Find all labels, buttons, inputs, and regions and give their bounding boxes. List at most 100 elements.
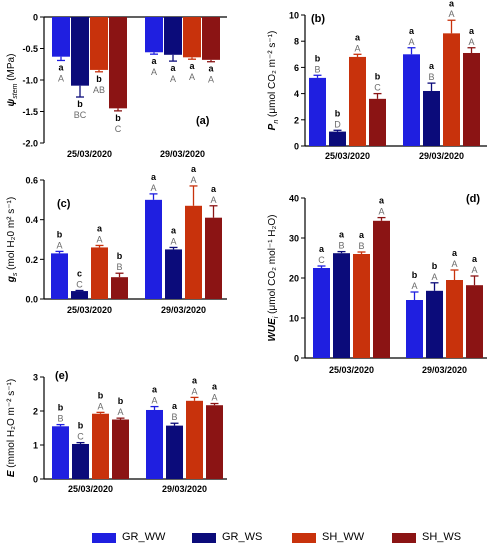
significance-letter-lower: a [151,172,157,182]
y-tick-label: 30 [289,234,299,244]
y-axis-label-main: g [6,276,17,283]
significance-letter-lower: a [192,375,198,385]
bar-gr-ws [72,443,89,479]
significance-letter-upper: B [314,64,320,74]
y-axis-label-unit: (μmol CO₂ m⁻² s⁻¹) [267,31,278,120]
panel-label: (d) [466,193,480,205]
bar-gr-ww [406,300,423,358]
significance-letter-upper: A [211,393,217,403]
y-tick-label: -1.5 [22,107,38,117]
significance-letter-lower: a [212,382,218,392]
significance-letter-lower: a [171,225,177,235]
y-axis-label-main: ψ [6,98,17,106]
significance-letter-upper: B [428,72,434,82]
significance-letter-upper: A [190,175,196,185]
x-category-label: 25/03/2020 [67,149,112,159]
x-category-label: 29/03/2020 [162,484,207,494]
significance-letter-lower: b [96,74,102,84]
x-category-label: 25/03/2020 [329,365,374,375]
significance-letter-lower: a [359,230,365,240]
chart-panel-1: 0 -0.5 -1.0 -1.5 -2.0 ψstem (MPa) [6,13,227,149]
significance-letter-upper: A [378,207,384,217]
significance-letter-lower: b [375,72,381,82]
significance-letter-lower: a [409,26,415,36]
significance-letter-upper: A [56,240,62,250]
significance-letter-lower: a [339,230,345,240]
significance-letter-lower: a [170,63,176,73]
significance-letter-upper: B [57,414,63,424]
significance-letter-upper: B [116,262,122,272]
bar-gr-ws [333,253,350,358]
y-tick-label: -2.0 [22,139,38,149]
bar-gr-ws [166,425,183,479]
significance-letter-upper: A [117,407,123,417]
y-axis-label-unit: (μmol CO₂ mol⁻¹ H₂O) [267,214,278,316]
bar-gr-ww [309,77,326,146]
y-tick-label: 40 [289,194,299,204]
y-tick-label: 0 [294,142,299,152]
bar-sh-ww [185,205,202,299]
significance-letter-upper: B [358,241,364,251]
y-tick-label: 6 [294,63,299,73]
significance-letter-lower: a [319,244,325,254]
bar-gr-ww [51,253,68,299]
significance-letter-upper: BC [74,110,87,120]
y-tick-label: 0 [294,354,299,364]
significance-letter-upper: A [471,265,477,275]
bar-gr-ww [313,268,330,358]
x-category-label: 25/03/2020 [68,484,113,494]
bar-sh-ws [463,52,480,146]
chart-panel-3: 0.0 0.2 0.4 0.6 gs (mol H₂0 m² s⁻¹) [6,176,227,305]
significance-letter-lower: a [469,26,475,36]
significance-letter-upper: A [431,272,437,282]
significance-letter-lower: a [172,401,178,411]
y-axis-label: gs (mol H₂0 m² s⁻¹) [6,197,19,283]
bar-sh-ww [90,17,108,70]
legend-label-gr-ww: GR_WW [122,531,166,543]
significance-letter-upper: A [210,195,216,205]
significance-letter-lower: a [472,254,478,264]
significance-letter-upper: A [96,234,102,244]
y-axis-label-sub: n [273,120,280,124]
bar-gr-ws [165,249,182,299]
significance-letter-upper: A [151,396,157,406]
bar-gr-ww [145,17,163,53]
bar-sh-ww [353,254,370,358]
legend-label-sh-ww: SH_WW [322,531,365,543]
x-category-label: 29/03/2020 [422,365,467,375]
significance-letter-lower: b [57,229,63,239]
chart-panel-2: 0 2 4 6 8 10 Pn (μmol CO₂ m⁻² s⁻¹) [267,11,487,152]
panel-label: (c) [57,198,71,210]
bar-sh-ws [206,405,223,479]
significance-letter-lower: a [379,196,385,206]
bar-gr-ws [426,290,443,358]
significance-letter-upper: C [318,255,325,265]
legend-swatch-gr-ws [192,533,216,543]
significance-letter-upper: A [150,183,156,193]
legend: GR_WW GR_WS SH_WW SH_WS [92,531,492,547]
bar-sh-ww [349,56,366,146]
bar-gr-ws [423,90,440,146]
y-axis-label-main: E [6,470,17,477]
significance-letter-upper: A [97,401,103,411]
significance-letter-upper: A [451,259,457,269]
bar-sh-ww [92,413,109,479]
y-axis-label-main: WUE [267,318,278,342]
bar-sh-ww [91,247,108,299]
significance-letter-lower: a [189,61,195,71]
bar-gr-ww [145,199,162,299]
significance-letter-lower: a [208,64,214,74]
y-axis-label-unit: (mmol H₂O m⁻² s⁻¹) [6,379,17,471]
bar-sh-ww [446,280,463,358]
significance-letter-upper: A [354,43,360,53]
significance-letter-upper: C [374,83,381,93]
y-axis-label: E (mmol H₂O m⁻² s⁻¹) [6,379,17,477]
panel-label: (b) [311,13,325,25]
significance-letter-lower: b [117,251,123,261]
y-tick-label: 0.2 [25,255,38,265]
y-tick-label: 10 [289,314,299,324]
x-category-label: 29/03/2020 [419,151,464,161]
significance-letter-upper: A [170,74,176,84]
bar-gr-ws [71,17,89,86]
